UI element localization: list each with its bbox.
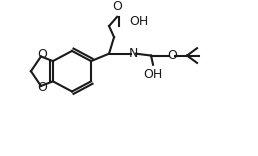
Text: OH: OH <box>143 68 163 81</box>
Text: O: O <box>37 48 47 61</box>
Text: O: O <box>167 49 177 62</box>
Text: OH: OH <box>129 15 148 28</box>
Text: N: N <box>128 47 138 60</box>
Text: O: O <box>37 81 47 94</box>
Text: O: O <box>112 0 122 13</box>
